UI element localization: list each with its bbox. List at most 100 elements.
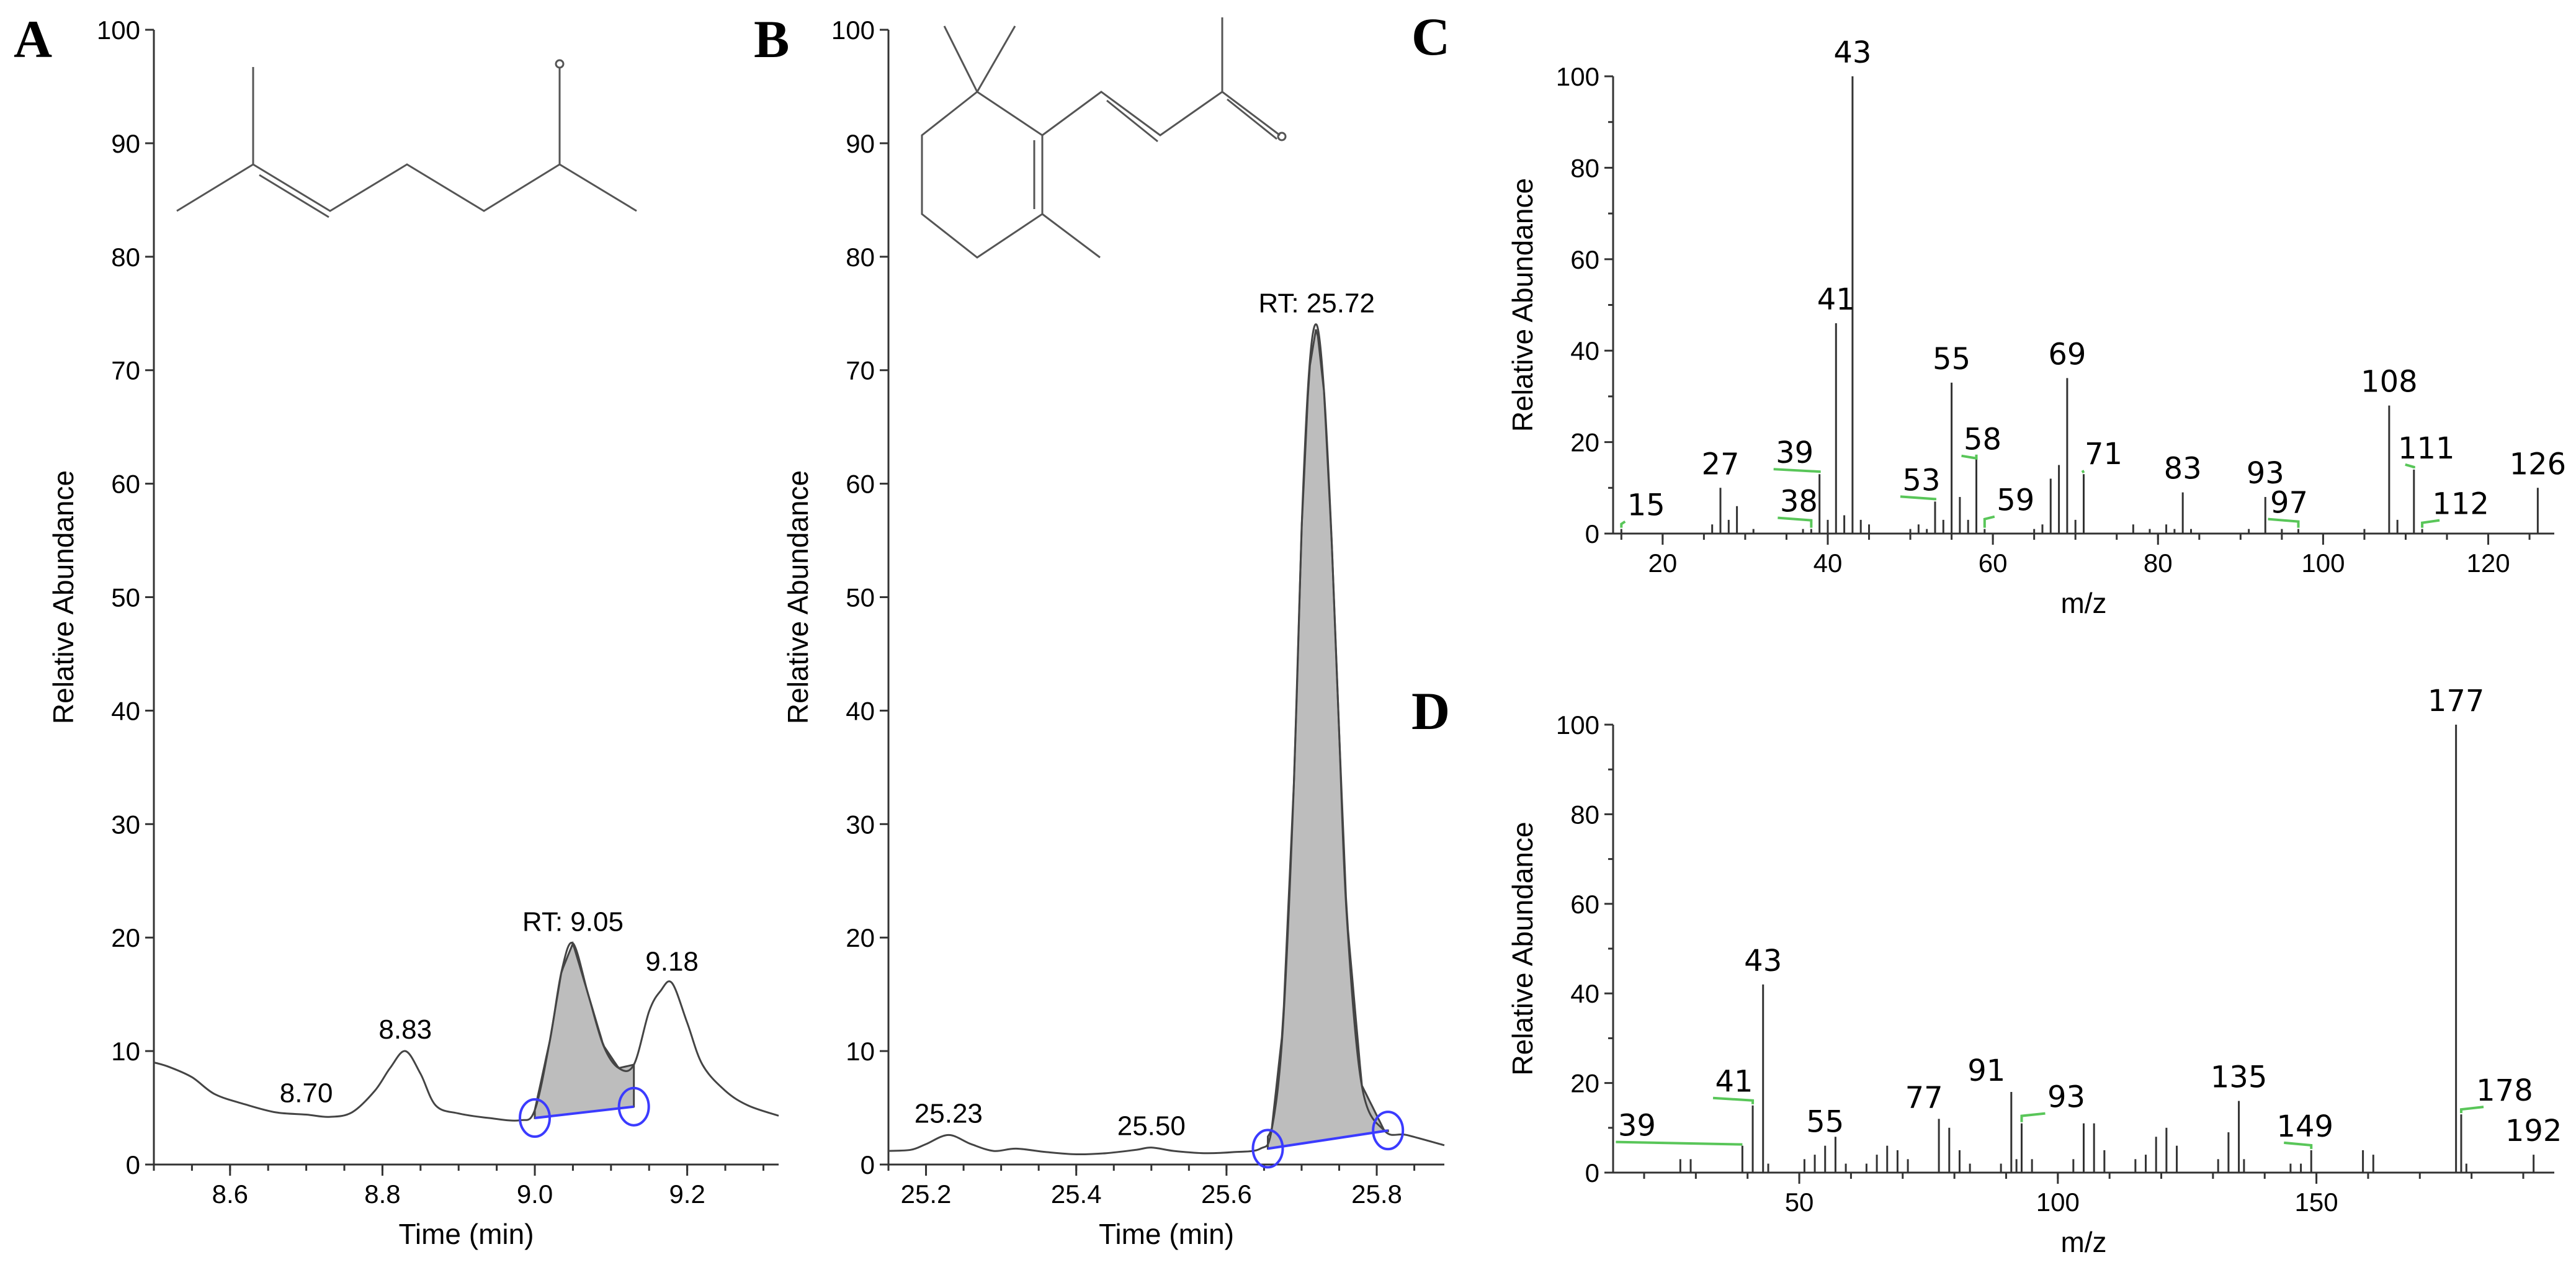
peak-mz-label: 177 [2428, 684, 2485, 718]
y-tick-label: 60 [111, 470, 140, 499]
integration-start-marker [1251, 1129, 1284, 1169]
peak-mz-label: 112 [2432, 487, 2489, 522]
peak-mz-label: 39 [1618, 1109, 1656, 1143]
y-tick-label: 90 [846, 129, 875, 158]
label-leader-line [1620, 520, 1626, 528]
y-axis-title: Relative Abundance [1506, 821, 1539, 1075]
y-tick-label: 40 [111, 696, 140, 725]
integration-start-marker [519, 1098, 552, 1138]
y-tick-label: 30 [111, 810, 140, 839]
x-tick-label: 120 [2467, 548, 2510, 578]
y-tick-label: 10 [111, 1037, 140, 1066]
molecule-structure-b [921, 17, 1287, 259]
label-leader-line [1616, 1140, 1743, 1146]
label-leader-line [1778, 516, 1813, 528]
integration-baseline [534, 1105, 634, 1119]
mass-spectrum-panel-c: 0 20 40 60 80 100 20 40 60 80 100 120 m/z Relative Ab… [1506, 35, 2566, 619]
peak-mz-label: 55 [1806, 1105, 1844, 1140]
x-axis-title: m/z [2060, 1226, 2106, 1258]
x-axis-title: Time (min) [398, 1218, 534, 1250]
integration-baseline [1268, 1129, 1389, 1150]
chromatogram-trace [888, 323, 1445, 1156]
y-tick-label: 100 [97, 16, 140, 45]
y-tick-label: 70 [846, 356, 875, 385]
label-leader-line [1773, 468, 1821, 473]
peak-mz-label: 108 [2361, 365, 2418, 400]
y-tick-label: 20 [1570, 428, 1599, 457]
peak-mz-label: 149 [2276, 1109, 2333, 1144]
peak-mz-label: 15 [1627, 488, 1665, 523]
integrated-peak-area [534, 941, 635, 1119]
peak-mz-label: 77 [1905, 1080, 1943, 1115]
integration-end-marker [617, 1086, 650, 1127]
y-tick-label: 100 [1556, 710, 1599, 740]
x-tick-label: 9.2 [669, 1179, 705, 1209]
y-tick-label: 0 [126, 1150, 140, 1179]
peak-mz-label: 41 [1817, 282, 1855, 317]
peak-label: RT: 9.05 [522, 906, 624, 937]
y-tick-label: 40 [1570, 979, 1599, 1008]
x-tick-label: 100 [2301, 548, 2345, 578]
y-axis-title: Relative Abundance [782, 470, 814, 724]
peak-mz-label: 53 [1902, 463, 1940, 498]
label-leader-line [2268, 517, 2300, 528]
x-tick-label: 25.6 [1201, 1179, 1252, 1209]
x-tick-label: 40 [1813, 548, 1843, 578]
peak-mz-label: 111 [2398, 431, 2455, 466]
label-leader-line [2081, 470, 2085, 474]
peak-label: 8.83 [378, 1014, 432, 1045]
y-tick-label: 60 [1570, 890, 1599, 919]
peak-mz-label: 135 [2211, 1060, 2268, 1094]
chromatogram-trace [153, 941, 779, 1122]
peak-mz-label: 38 [1780, 485, 1818, 519]
x-tick-label: 9.0 [517, 1179, 553, 1209]
peak-mz-label: 126 [2510, 447, 2567, 481]
y-tick-label: 100 [831, 16, 875, 45]
peak-mz-label: 41 [1715, 1065, 1753, 1099]
x-tick-label: 80 [2144, 548, 2173, 578]
label-leader-line [1712, 1096, 1755, 1104]
y-tick-label: 50 [111, 583, 140, 612]
peak-mz-label: 59 [1997, 483, 2034, 518]
y-axis-title: Relative Abundance [47, 470, 79, 724]
peak-label: 8.70 [280, 1078, 333, 1109]
panel-label-b: B [754, 9, 789, 69]
x-tick-label: 8.8 [364, 1179, 400, 1209]
peak-mz-label: 91 [1967, 1053, 2005, 1088]
x-tick-label: 20 [1648, 548, 1677, 578]
x-tick-label: 25.2 [901, 1179, 952, 1209]
x-tick-label: 8.6 [212, 1179, 248, 1209]
peak-mz-label: 43 [1744, 944, 1782, 978]
y-tick-label: 10 [846, 1037, 875, 1066]
x-axis-title: Time (min) [1099, 1218, 1234, 1250]
y-tick-label: 40 [1570, 336, 1599, 365]
peak-mz-label: 39 [1776, 436, 1813, 470]
peak-mz-label: 93 [2047, 1080, 2085, 1115]
x-axis-title: m/z [2060, 587, 2106, 619]
y-tick-label: 60 [846, 470, 875, 499]
peak-mz-label: 192 [2505, 1114, 2562, 1148]
peak-mz-label: 55 [1933, 342, 1970, 377]
x-tick-label: 50 [1785, 1187, 1814, 1217]
label-leader-line [2284, 1141, 2313, 1149]
panel-label-a: A [14, 9, 52, 69]
peak-label: RT: 25.72 [1258, 288, 1375, 319]
y-tick-label: 0 [861, 1150, 875, 1179]
y-tick-label: 0 [1585, 1158, 1599, 1187]
label-leader-line [1983, 515, 1995, 528]
peak-mz-label: 93 [2247, 456, 2284, 491]
y-tick-label: 0 [1585, 519, 1599, 548]
mass-spectrum-panel-d: 0 20 40 60 80 100 50 100 150 m/z Relative Abundanc… [1506, 684, 2562, 1258]
peak-label: 25.50 [1117, 1111, 1186, 1142]
y-tick-label: 100 [1556, 62, 1599, 91]
peak-mz-label: 71 [2085, 437, 2122, 472]
label-leader-line [2020, 1112, 2046, 1122]
y-tick-label: 80 [846, 243, 875, 272]
panel-label-c: C [1411, 7, 1450, 66]
y-tick-label: 80 [111, 243, 140, 272]
x-tick-label: 25.8 [1351, 1179, 1402, 1209]
y-tick-label: 70 [111, 356, 140, 385]
peak-mz-label: 97 [2270, 486, 2308, 521]
chromatogram-panel-a: 0 10 20 30 40 50 60 70 80 90 100 8.6 8.8 9.0 9.2 Time (… [47, 16, 779, 1250]
peak-mz-label: 83 [2164, 452, 2202, 486]
